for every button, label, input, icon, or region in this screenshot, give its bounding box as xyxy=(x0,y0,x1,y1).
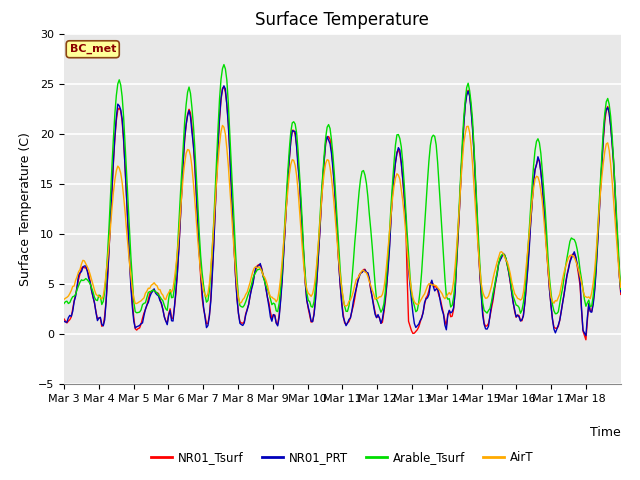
AirT xyxy=(342,303,350,309)
NR01_Tsurf xyxy=(348,309,356,314)
NR01_PRT xyxy=(458,147,466,153)
Arable_Tsurf xyxy=(60,300,68,306)
Arable_Tsurf xyxy=(541,206,549,212)
AirT xyxy=(460,140,468,146)
NR01_Tsurf xyxy=(60,316,68,322)
Arable_Tsurf xyxy=(220,62,228,68)
NR01_Tsurf xyxy=(458,147,466,153)
AirT xyxy=(60,297,68,302)
Y-axis label: Surface Temperature (C): Surface Temperature (C) xyxy=(19,132,33,286)
Line: NR01_PRT: NR01_PRT xyxy=(64,86,621,336)
NR01_Tsurf xyxy=(582,337,589,343)
NR01_Tsurf xyxy=(541,225,549,230)
NR01_PRT xyxy=(616,273,623,279)
NR01_Tsurf xyxy=(617,291,625,297)
Title: Surface Temperature: Surface Temperature xyxy=(255,11,429,29)
AirT xyxy=(79,257,87,263)
AirT xyxy=(219,122,227,128)
Line: Arable_Tsurf: Arable_Tsurf xyxy=(64,65,621,314)
Arable_Tsurf xyxy=(79,277,87,283)
NR01_PRT xyxy=(60,318,68,324)
Arable_Tsurf xyxy=(616,265,623,271)
Line: AirT: AirT xyxy=(64,125,621,306)
AirT xyxy=(349,288,357,294)
NR01_PRT xyxy=(348,308,356,314)
NR01_Tsurf xyxy=(220,84,228,90)
NR01_PRT xyxy=(97,314,104,320)
Arable_Tsurf xyxy=(458,139,466,145)
Text: Time: Time xyxy=(590,426,621,439)
NR01_PRT xyxy=(220,83,228,89)
AirT xyxy=(97,295,104,300)
Arable_Tsurf xyxy=(348,278,356,284)
AirT xyxy=(617,285,625,290)
NR01_Tsurf xyxy=(616,272,623,277)
Arable_Tsurf xyxy=(617,287,625,292)
AirT xyxy=(543,250,550,255)
Text: BC_met: BC_met xyxy=(70,44,116,54)
Arable_Tsurf xyxy=(552,311,559,317)
NR01_Tsurf xyxy=(97,315,104,321)
NR01_PRT xyxy=(79,264,87,270)
NR01_Tsurf xyxy=(79,264,87,270)
AirT xyxy=(616,273,623,279)
NR01_PRT xyxy=(617,289,625,295)
Line: NR01_Tsurf: NR01_Tsurf xyxy=(64,87,621,340)
Legend: NR01_Tsurf, NR01_PRT, Arable_Tsurf, AirT: NR01_Tsurf, NR01_PRT, Arable_Tsurf, AirT xyxy=(147,446,538,468)
Arable_Tsurf xyxy=(97,293,104,299)
NR01_PRT xyxy=(541,223,549,229)
NR01_PRT xyxy=(582,333,589,338)
